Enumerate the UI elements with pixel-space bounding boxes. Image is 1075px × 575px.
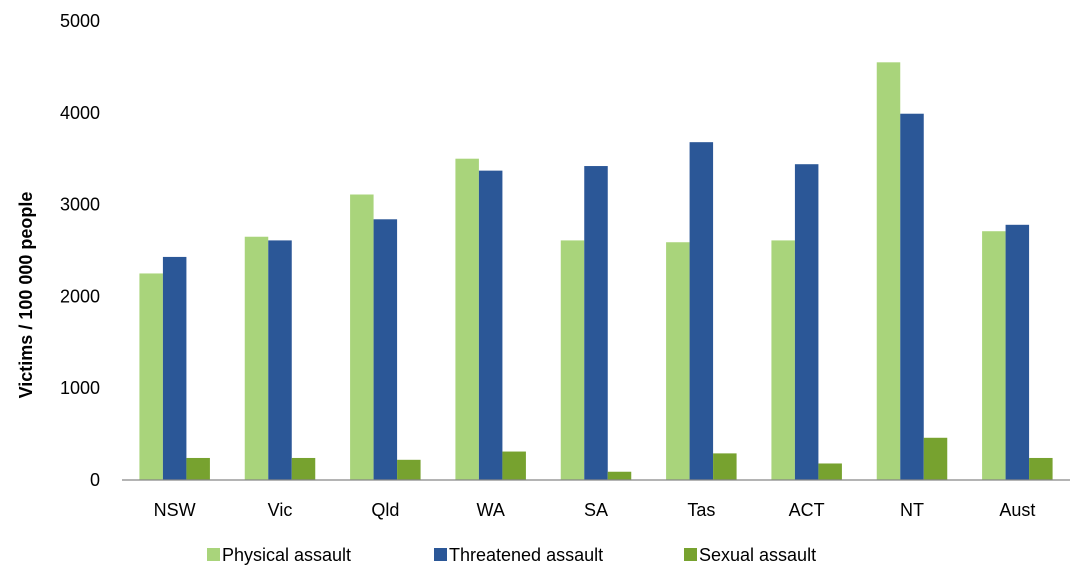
bar xyxy=(818,463,842,480)
bar xyxy=(713,453,737,480)
x-tick-label: Aust xyxy=(999,500,1035,520)
bar xyxy=(502,451,526,480)
bar xyxy=(455,158,479,480)
y-axis-label: Victims / 100 000 people xyxy=(16,192,36,399)
bar xyxy=(1005,224,1030,480)
y-tick-label: 4000 xyxy=(60,103,100,123)
bar xyxy=(244,236,269,480)
legend-swatch xyxy=(434,548,447,561)
bar xyxy=(373,219,398,480)
y-tick-label: 2000 xyxy=(60,286,100,306)
bar-series xyxy=(139,62,1053,481)
bar xyxy=(666,242,690,480)
x-tick-label: WA xyxy=(477,500,505,520)
bar xyxy=(291,457,316,480)
bar xyxy=(900,113,924,480)
bar xyxy=(689,142,714,480)
bar xyxy=(794,164,819,480)
bar xyxy=(139,273,163,480)
x-tick-label: NSW xyxy=(154,500,196,520)
bar xyxy=(162,256,187,480)
x-tick-label: NT xyxy=(900,500,924,520)
bar xyxy=(923,437,948,480)
y-tick-label: 0 xyxy=(90,470,100,490)
bar xyxy=(397,459,421,480)
x-tick-label: Vic xyxy=(268,500,293,520)
x-tick-label: SA xyxy=(584,500,608,520)
x-tick-label: Qld xyxy=(371,500,399,520)
legend-label: Threatened assault xyxy=(449,545,603,565)
x-tick-label: Tas xyxy=(687,500,715,520)
bar xyxy=(560,240,585,480)
bar xyxy=(186,457,210,480)
legend: Physical assault Threatened assault Sexual… xyxy=(207,545,816,565)
y-axis-ticks: 0 1000 2000 3000 4000 5000 xyxy=(60,11,100,490)
legend-label: Sexual assault xyxy=(699,545,816,565)
y-tick-label: 1000 xyxy=(60,378,100,398)
bar xyxy=(268,240,292,480)
legend-swatch xyxy=(207,548,220,561)
x-axis-categories: NSW Vic Qld WA SA Tas ACT NT Aust xyxy=(154,500,1036,520)
x-tick-label: ACT xyxy=(789,500,825,520)
bar xyxy=(478,170,503,480)
bar xyxy=(982,231,1006,480)
legend-swatch xyxy=(684,548,697,561)
y-tick-label: 3000 xyxy=(60,195,100,215)
bar xyxy=(607,471,632,480)
bar xyxy=(1029,457,1053,480)
bar xyxy=(771,240,795,480)
bar xyxy=(584,166,608,480)
bar xyxy=(876,62,901,481)
y-tick-label: 5000 xyxy=(60,11,100,31)
legend-label: Physical assault xyxy=(222,545,351,565)
bar xyxy=(350,194,374,480)
